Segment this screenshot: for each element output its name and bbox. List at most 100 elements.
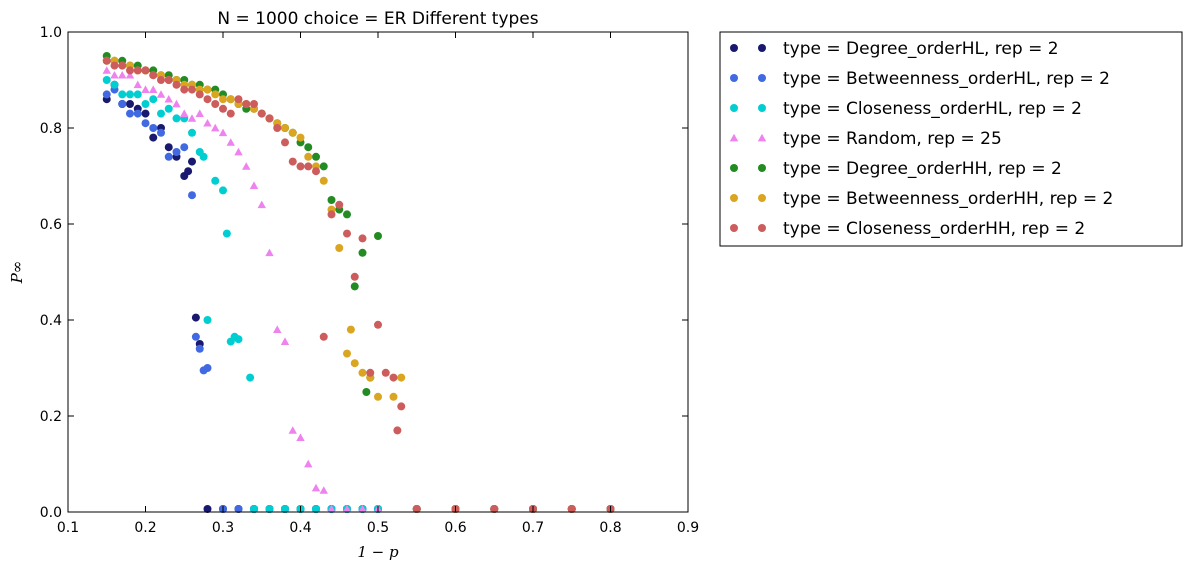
data-point	[188, 85, 196, 94]
data-point	[257, 109, 266, 118]
data-point	[296, 433, 305, 441]
data-point	[249, 181, 259, 189]
data-point	[350, 272, 359, 281]
data-point	[211, 100, 220, 108]
legend-marker	[758, 194, 766, 202]
legend-marker	[730, 44, 738, 52]
legend-marker	[757, 133, 767, 142]
data-point	[172, 80, 181, 89]
data-point	[102, 76, 111, 84]
y-tick-label: 0.8	[40, 121, 62, 137]
data-marks	[102, 52, 615, 513]
data-point	[342, 504, 352, 513]
data-point	[187, 114, 197, 122]
data-point	[343, 229, 351, 238]
data-point	[288, 128, 297, 137]
plot-frame	[67, 31, 689, 513]
legend-entry-label: type = Betweenness_orderHH, rep = 2	[783, 189, 1113, 209]
legend-marker	[758, 74, 766, 82]
y-tick-label: 0.2	[40, 409, 62, 425]
data-point	[343, 210, 351, 219]
data-point	[188, 191, 196, 200]
data-point	[118, 61, 127, 70]
data-point	[156, 90, 166, 98]
data-point	[311, 483, 321, 492]
y-axis-label: P∞	[8, 261, 26, 285]
data-point	[133, 66, 142, 75]
data-point	[288, 157, 297, 166]
data-point	[265, 248, 274, 257]
y-tick-label: 0.4	[40, 313, 62, 329]
data-point	[265, 505, 274, 513]
data-point	[250, 505, 258, 513]
data-point	[234, 147, 243, 156]
data-point	[312, 167, 320, 176]
data-point	[180, 143, 189, 152]
data-point	[242, 162, 251, 170]
data-point	[358, 504, 367, 513]
data-point	[203, 505, 212, 513]
data-point	[412, 505, 421, 513]
legend: type = Degree_orderHL, rep = 2 type = Bet…	[719, 31, 1183, 247]
data-point	[149, 95, 158, 104]
data-point	[149, 133, 158, 142]
data-point	[226, 138, 235, 146]
data-point	[126, 109, 134, 118]
data-point	[257, 200, 266, 209]
data-point	[195, 90, 204, 99]
data-point	[164, 143, 173, 152]
y-tick-label: 1.0	[40, 25, 62, 41]
x-tick-label: 0.4	[289, 520, 311, 536]
x-tick-label: 0.9	[677, 520, 699, 536]
series-group	[102, 52, 615, 513]
data-point	[118, 90, 127, 99]
legend-marker	[730, 224, 738, 232]
legend-entry-label: type = Degree_orderHL, rep = 2	[783, 39, 1059, 59]
data-point	[102, 90, 111, 99]
data-point	[219, 104, 227, 113]
data-point	[381, 368, 390, 377]
data-point	[319, 486, 328, 494]
data-point	[141, 119, 150, 128]
data-point	[374, 320, 382, 329]
data-point	[203, 119, 212, 127]
data-point	[358, 368, 367, 377]
data-point	[567, 505, 576, 513]
data-point	[126, 66, 134, 75]
legend-entry-label: type = Closeness_orderHL, rep = 2	[783, 99, 1082, 119]
data-point	[242, 100, 251, 108]
x-axis-label: 1 − p	[357, 543, 399, 561]
legend-marker	[758, 44, 766, 52]
data-point	[327, 504, 336, 513]
data-point	[133, 90, 142, 99]
legend-marker	[730, 74, 738, 82]
legend-marker	[729, 133, 739, 142]
data-point	[191, 332, 200, 341]
data-point	[226, 95, 235, 104]
x-tick-label: 0.7	[522, 520, 544, 536]
data-point	[374, 232, 382, 240]
data-point	[211, 123, 220, 132]
data-point	[164, 76, 173, 84]
series-group	[102, 66, 615, 513]
x-tick-label: 0.5	[367, 520, 389, 536]
series-group	[102, 85, 615, 513]
data-point	[288, 426, 297, 434]
data-point	[110, 80, 119, 89]
data-point	[280, 337, 290, 345]
data-point	[211, 90, 220, 99]
data-point	[226, 109, 235, 118]
data-point	[246, 373, 255, 382]
x-tick-label: 0.3	[212, 520, 234, 536]
data-point	[304, 459, 313, 468]
series-group	[102, 56, 615, 513]
data-point	[312, 152, 320, 161]
data-point	[133, 109, 142, 118]
data-point	[157, 76, 165, 84]
data-point	[110, 61, 119, 70]
data-point	[490, 505, 499, 513]
data-point	[199, 152, 208, 161]
data-point	[234, 95, 243, 104]
data-point	[222, 229, 231, 238]
data-point	[102, 66, 111, 74]
